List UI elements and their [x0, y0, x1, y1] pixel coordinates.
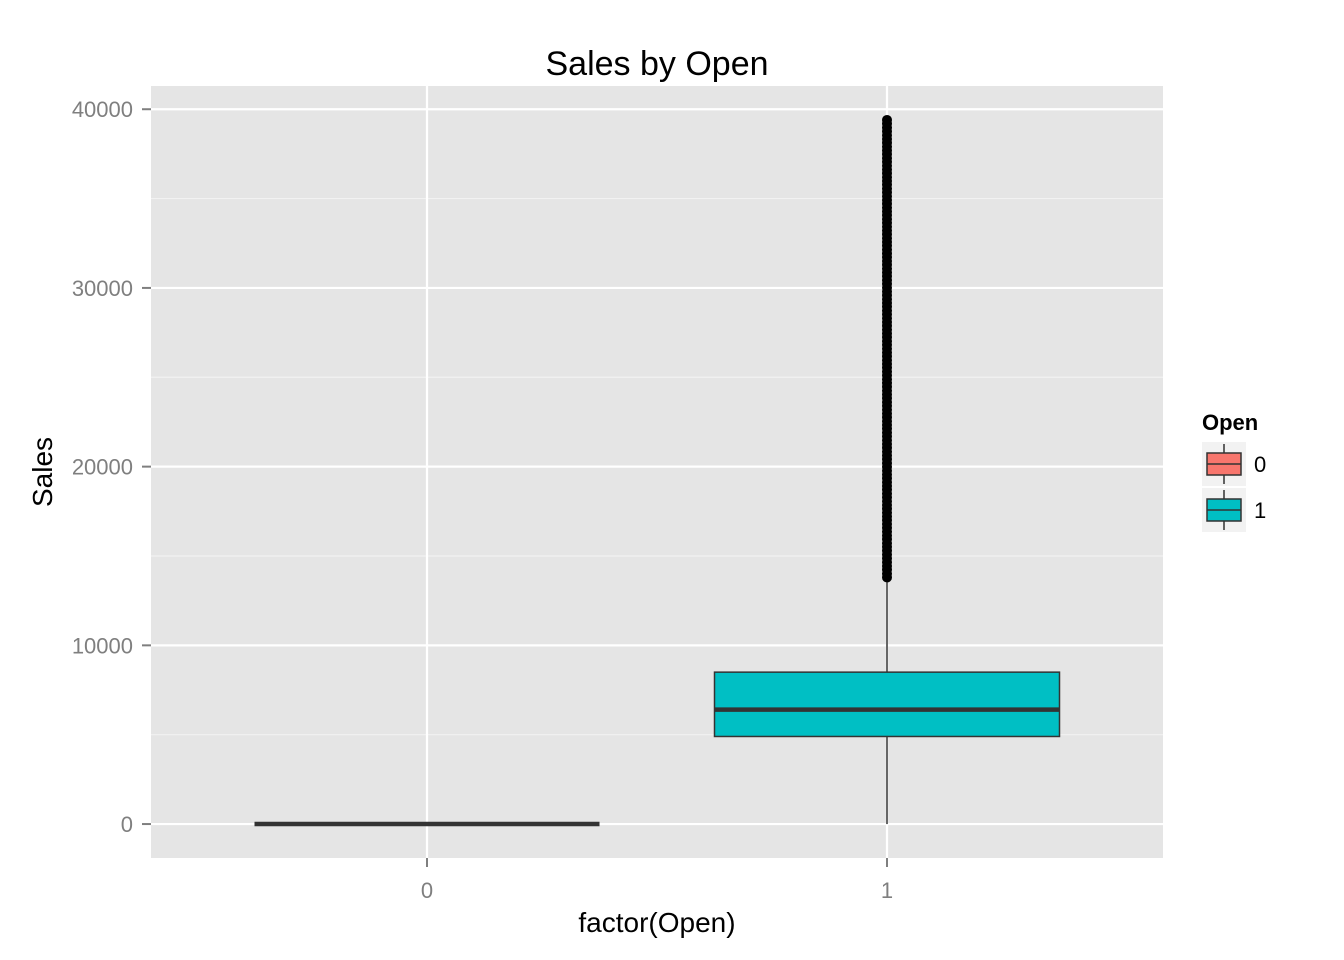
legend-label: 1 [1254, 498, 1266, 523]
outliers-1 [882, 114, 892, 583]
x-tick-label: 1 [881, 878, 893, 903]
y-tick-label: 0 [121, 812, 133, 837]
legend-label: 0 [1254, 452, 1266, 477]
legend-key-0 [1202, 442, 1246, 486]
y-axis-title: Sales [27, 437, 58, 507]
outlier-point [882, 114, 892, 125]
legend: Open 0 1 [1202, 410, 1266, 532]
box-body [713, 671, 1061, 738]
plot-panel [151, 86, 1163, 858]
y-tick-label: 30000 [72, 276, 133, 301]
y-tick-label: 10000 [72, 633, 133, 658]
panel-background [151, 86, 1163, 858]
y-tick-label: 20000 [72, 455, 133, 480]
chart-title: Sales by Open [545, 45, 768, 83]
y-axis: 0 10000 20000 30000 40000 [72, 97, 151, 837]
x-tick-label: 0 [421, 878, 433, 903]
legend-title: Open [1202, 410, 1258, 435]
y-tick-label: 40000 [72, 97, 133, 122]
legend-key-1 [1202, 488, 1246, 532]
x-axis-title: factor(Open) [578, 907, 735, 938]
box-1 [713, 114, 1061, 825]
